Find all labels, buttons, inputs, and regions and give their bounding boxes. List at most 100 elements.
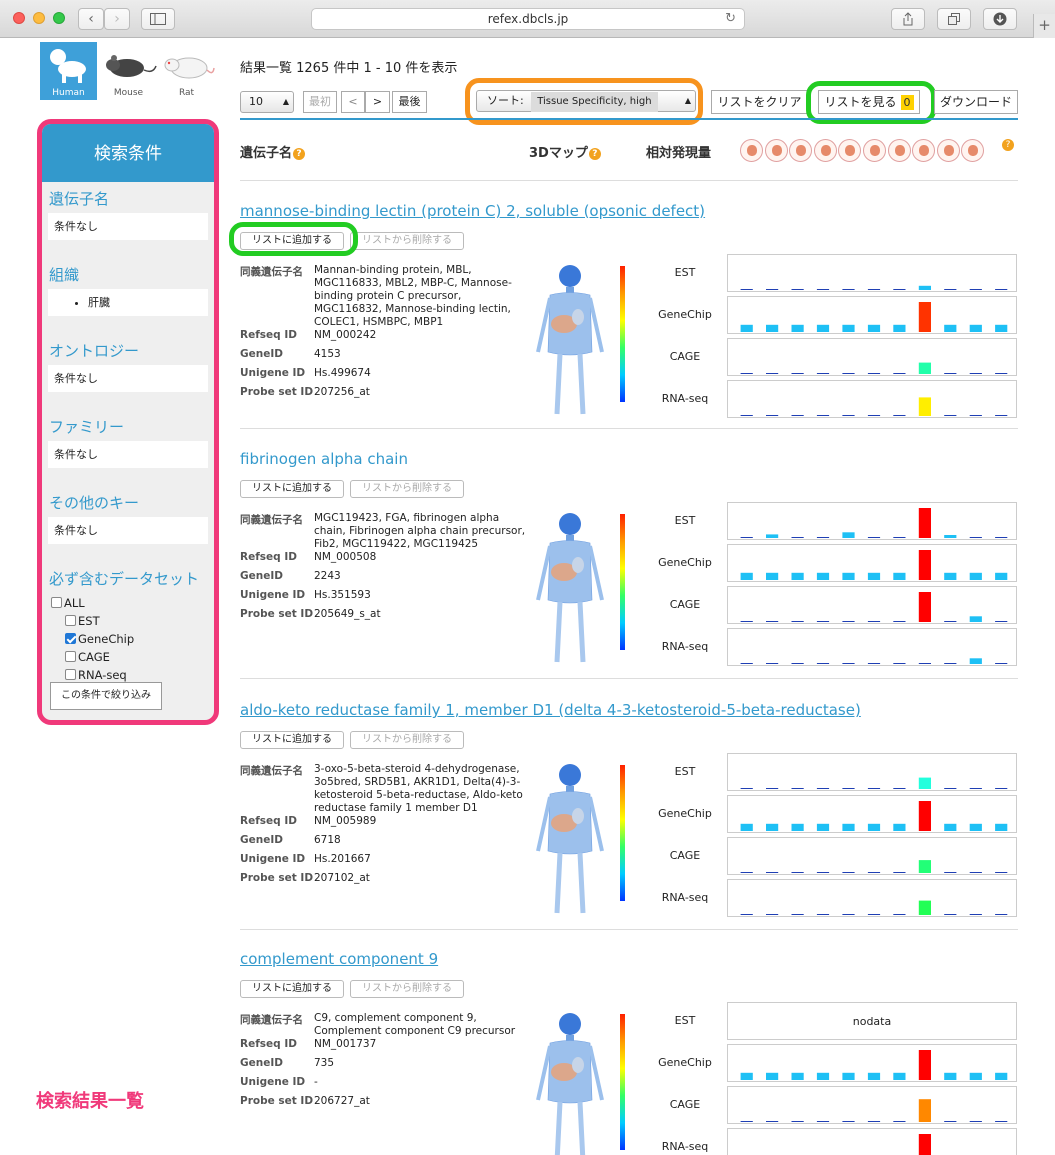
minimize-window-button[interactable] (33, 12, 45, 24)
expression-bar[interactable] (816, 1121, 830, 1122)
sort-select[interactable]: ソート: Tissue Specificity, high ▲ (476, 90, 696, 112)
expression-bar[interactable] (918, 592, 931, 622)
expression-bar[interactable] (816, 663, 830, 664)
expression-bar[interactable] (816, 537, 830, 538)
gene-name-condition-title[interactable]: 遺伝子名 (49, 190, 110, 208)
expression-bar[interactable] (791, 663, 804, 664)
expression-bar-chart[interactable] (727, 879, 1017, 917)
expression-bar[interactable] (969, 415, 982, 416)
expression-bar[interactable] (867, 289, 881, 290)
expression-bar-chart[interactable] (727, 1086, 1017, 1124)
expression-bar[interactable] (867, 324, 881, 332)
species-human-tab[interactable]: Human (40, 42, 97, 100)
dataset-est-checkbox[interactable] (65, 615, 76, 626)
expression-bar[interactable] (766, 534, 779, 538)
expression-bar[interactable] (893, 1072, 906, 1080)
help-icon[interactable]: ? (293, 148, 306, 160)
expression-bar[interactable] (791, 572, 804, 580)
expression-bar[interactable] (944, 415, 957, 416)
expression-bar[interactable] (995, 572, 1008, 580)
apply-filter-button[interactable]: この条件で絞り込み (50, 682, 162, 710)
expression-bar[interactable] (893, 621, 906, 622)
expression-bar[interactable] (766, 324, 779, 332)
expression-bar[interactable] (918, 397, 931, 416)
expression-bar[interactable] (893, 1121, 906, 1122)
expression-bar[interactable] (995, 415, 1008, 416)
3d-body-map-icon[interactable] (530, 262, 610, 417)
expression-bar[interactable] (918, 801, 931, 831)
expression-bar[interactable] (740, 788, 753, 789)
expression-bar[interactable] (791, 823, 804, 831)
expression-bar[interactable] (842, 621, 855, 622)
expression-bar[interactable] (791, 537, 804, 538)
expression-bar[interactable] (791, 289, 804, 290)
expression-bar[interactable] (816, 373, 830, 374)
expression-bar[interactable] (969, 1072, 982, 1080)
expression-bar[interactable] (944, 535, 957, 538)
expression-bar[interactable] (816, 621, 830, 622)
expression-bar-chart[interactable] (727, 296, 1017, 334)
gene-title-link[interactable]: aldo-keto reductase family 1, member D1 … (240, 701, 861, 719)
expression-bar[interactable] (867, 572, 881, 580)
expression-bar[interactable] (944, 373, 957, 374)
expression-bar-chart[interactable]: nodata (727, 1002, 1017, 1040)
expression-bar[interactable] (893, 823, 906, 831)
expression-bar[interactable] (816, 872, 830, 873)
expression-bar-chart[interactable] (727, 795, 1017, 833)
3d-body-map-icon[interactable] (530, 1010, 610, 1155)
expression-bar[interactable] (766, 1121, 779, 1122)
expression-bar[interactable] (893, 663, 906, 664)
expression-bar[interactable] (995, 621, 1008, 622)
expression-bar[interactable] (791, 1072, 804, 1080)
expression-bar[interactable] (791, 1121, 804, 1122)
expression-bar[interactable] (842, 532, 855, 538)
dataset-est-option[interactable]: EST (65, 612, 214, 630)
dataset-cage-option[interactable]: CAGE (65, 648, 214, 666)
species-mouse-tab[interactable]: Mouse (100, 42, 157, 100)
expression-bar[interactable] (969, 373, 982, 374)
expression-bar[interactable] (842, 572, 855, 580)
expression-bar[interactable] (969, 914, 982, 915)
expression-bar[interactable] (893, 373, 906, 374)
add-to-list-button[interactable]: リストに追加する (240, 480, 344, 498)
expression-bar[interactable] (918, 860, 931, 873)
close-window-button[interactable] (13, 12, 25, 24)
expression-bar[interactable] (995, 1072, 1008, 1080)
clear-list-button[interactable]: リストをクリア (711, 90, 808, 114)
expression-bar[interactable] (944, 572, 957, 580)
expression-bar-chart[interactable] (727, 254, 1017, 292)
expression-bar[interactable] (791, 914, 804, 915)
organ-uterus-icon[interactable] (813, 139, 837, 162)
expression-bar[interactable] (816, 324, 830, 332)
add-to-list-button[interactable]: リストに追加する (240, 731, 344, 749)
organ-kidney-icon[interactable] (936, 139, 960, 162)
expression-bar[interactable] (791, 415, 804, 416)
expression-bar[interactable] (791, 788, 804, 789)
expression-bar[interactable] (893, 788, 906, 789)
expression-bar[interactable] (918, 302, 931, 332)
expression-bar[interactable] (740, 823, 753, 831)
gene-title-link[interactable]: mannose-binding lectin (protein C) 2, so… (240, 202, 706, 220)
expression-bar[interactable] (918, 777, 931, 789)
expression-bar[interactable] (969, 788, 982, 789)
organ-lung-icon[interactable] (912, 139, 936, 162)
expression-bar-chart[interactable] (727, 753, 1017, 791)
expression-bar[interactable] (969, 658, 982, 664)
expression-bar[interactable] (995, 872, 1008, 873)
expression-bar[interactable] (740, 324, 753, 332)
expression-bar[interactable] (969, 324, 982, 332)
other-keys-condition-title[interactable]: その他のキー (49, 494, 140, 512)
expression-bar[interactable] (766, 289, 779, 290)
organ-liver-icon[interactable] (887, 139, 911, 162)
expression-bar[interactable] (867, 914, 881, 915)
expression-bar[interactable] (842, 914, 855, 915)
dataset-all-option[interactable]: ALL (51, 594, 214, 612)
share-button[interactable] (891, 8, 925, 30)
expression-bar[interactable] (740, 1121, 753, 1122)
expression-bar[interactable] (842, 788, 855, 789)
expression-bar[interactable] (816, 788, 830, 789)
expression-bar[interactable] (944, 289, 957, 290)
expression-bar[interactable] (867, 537, 881, 538)
expression-bar-chart[interactable] (727, 1044, 1017, 1082)
expression-bar[interactable] (766, 572, 779, 580)
